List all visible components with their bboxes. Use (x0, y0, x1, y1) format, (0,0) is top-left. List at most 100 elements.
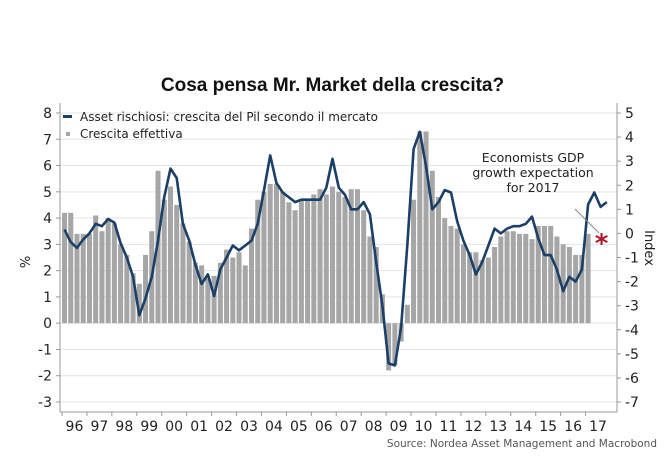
bar (411, 199, 417, 324)
line-series (63, 130, 608, 367)
x-tick-label: 17 (589, 419, 607, 435)
bar (267, 183, 273, 324)
bar (292, 210, 298, 324)
left-tick-label: 4 (43, 211, 52, 227)
bar (442, 218, 448, 324)
annotation: Economists GDP growth expectation for 20… (472, 150, 608, 259)
legend-label-bars: Crescita effettiva (80, 127, 183, 141)
bar-series (62, 131, 591, 371)
x-tick-label: 96 (66, 419, 84, 435)
bar (429, 170, 435, 324)
annotation-line-1: Economists GDP (482, 150, 585, 165)
bar (467, 252, 473, 324)
left-tick-label: 1 (43, 290, 52, 306)
bar (224, 249, 230, 324)
chart-title: Cosa pensa Mr. Market della crescita? (160, 75, 505, 96)
bar (423, 131, 429, 324)
x-tick-label: 12 (464, 419, 482, 435)
x-tick-label: 15 (539, 419, 557, 435)
bar (174, 204, 180, 324)
bar (517, 233, 523, 324)
left-tick-label: 3 (43, 237, 52, 253)
bar (74, 233, 80, 324)
bar (510, 231, 516, 324)
bar (130, 273, 136, 324)
right-tick-label: 1 (625, 202, 634, 218)
x-tick-label: 01 (190, 419, 208, 435)
right-tick-label: 5 (625, 106, 634, 122)
x-tick-label: 00 (165, 419, 183, 435)
right-tick-label: -3 (625, 299, 639, 315)
annotation-line-3: for 2017 (507, 180, 560, 195)
bar (261, 191, 267, 324)
left-tick-label: 8 (43, 106, 52, 122)
right-axis-label: Index (641, 230, 656, 266)
bar (80, 233, 86, 324)
bar (560, 244, 566, 324)
x-tick-label: 16 (564, 419, 582, 435)
left-tick-label: 6 (43, 159, 52, 175)
bar (311, 194, 317, 324)
right-tick-label: 0 (625, 226, 634, 242)
right-tick-label: -7 (625, 395, 639, 411)
right-tick-label: -1 (625, 251, 639, 267)
bar (554, 236, 560, 324)
bar (361, 210, 367, 324)
right-tick-label: 3 (625, 154, 634, 170)
bar (143, 254, 149, 324)
bar (330, 186, 336, 324)
right-tick-label: -4 (625, 323, 639, 339)
bar (367, 236, 373, 324)
x-tick-label: 02 (215, 419, 233, 435)
bar (68, 212, 74, 324)
bar (566, 246, 572, 324)
left-axis-ticks: 8 7 6 5 4 3 2 1 0 -1 -2 -3 (38, 106, 60, 411)
bar (492, 246, 498, 324)
left-tick-label: -3 (38, 395, 52, 411)
x-tick-label: 98 (115, 419, 133, 435)
bar (298, 199, 304, 324)
bar (230, 257, 236, 324)
bar (305, 199, 311, 324)
x-tick-label: 14 (514, 419, 532, 435)
legend: Asset rischiosi: crescita del Pil second… (63, 110, 378, 141)
x-tick-label: 97 (90, 419, 108, 435)
bar (93, 215, 99, 324)
x-tick-label: 05 (290, 419, 308, 435)
bar (124, 254, 130, 324)
left-tick-label: 0 (43, 316, 52, 332)
bar (354, 189, 360, 324)
bar (211, 275, 217, 324)
left-tick-label: 5 (43, 185, 52, 201)
x-tick-label: 99 (140, 419, 158, 435)
x-tick-label: 06 (315, 419, 333, 435)
bar (373, 246, 379, 324)
bar (454, 228, 460, 324)
left-axis-label: % (19, 256, 34, 268)
source-note: Source: Nordea Asset Management and Macr… (387, 438, 657, 450)
bar (217, 262, 223, 324)
bar (280, 191, 286, 324)
bar (317, 189, 323, 324)
bar (255, 199, 261, 324)
bar (585, 233, 591, 324)
bar (392, 323, 398, 366)
bar (485, 257, 491, 324)
bar (535, 225, 541, 324)
bar (180, 223, 186, 324)
bar (199, 265, 205, 324)
bar (417, 131, 423, 324)
bar (62, 212, 68, 324)
bar (523, 233, 529, 324)
x-tick-label: 09 (390, 419, 408, 435)
legend-label-line: Asset rischiosi: crescita del Pil second… (80, 110, 378, 124)
bar (573, 254, 579, 324)
bar (404, 304, 410, 324)
bar (86, 233, 92, 324)
bar (348, 189, 354, 324)
x-tick-label: 04 (265, 419, 283, 435)
legend-line-swatch (63, 115, 72, 118)
annotation-arrow (574, 208, 600, 234)
bar (579, 254, 585, 324)
